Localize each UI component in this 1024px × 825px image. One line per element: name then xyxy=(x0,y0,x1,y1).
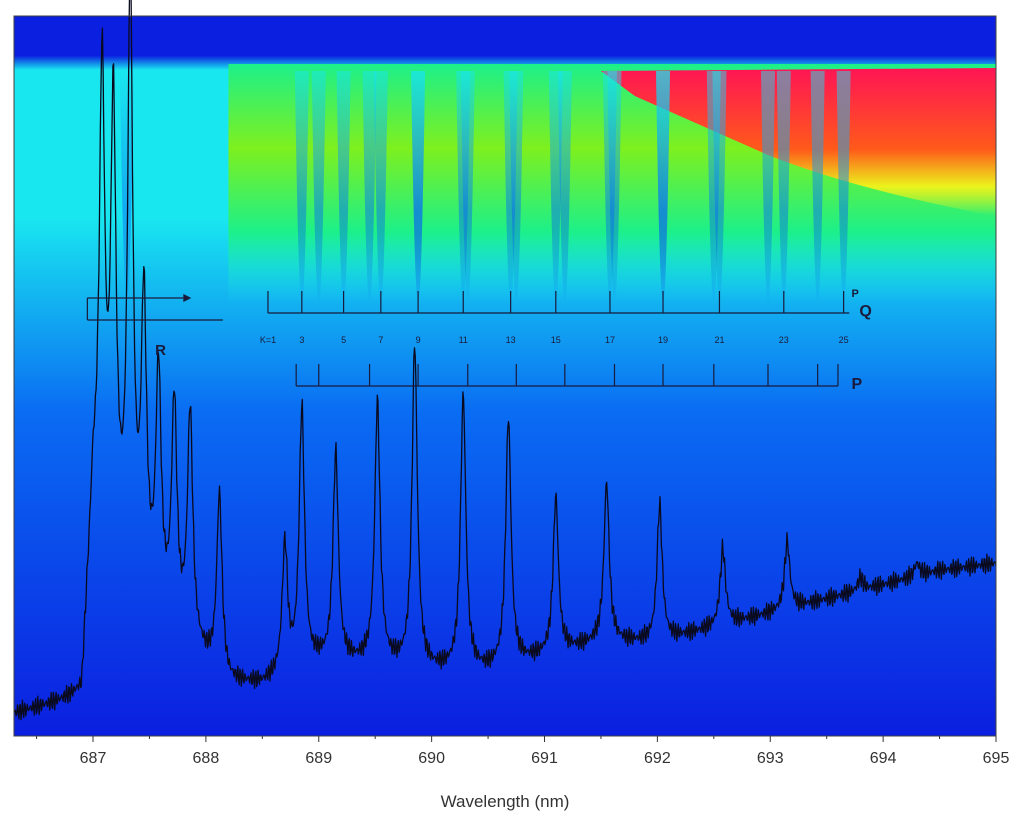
absorption-streak xyxy=(607,71,622,304)
absorption-streak xyxy=(836,71,851,304)
absorption-streak xyxy=(509,71,524,304)
spectrum-trace xyxy=(13,0,997,721)
absorption-streak xyxy=(373,71,388,304)
r-branch-label: R xyxy=(155,342,166,359)
absorption-streak xyxy=(119,71,134,304)
absorption-streak xyxy=(810,71,825,304)
p-branch-label: P xyxy=(852,376,863,393)
absorption-streak xyxy=(776,71,791,304)
x-axis: 687 688 689 690 691 692 693 694 695 xyxy=(36,736,1010,767)
pq-k-number: 3 xyxy=(299,335,304,345)
absorption-streak xyxy=(362,71,377,304)
x-tick-label: 691 xyxy=(531,750,558,767)
absorption-streak xyxy=(336,71,351,304)
pq-k-number: 7 xyxy=(378,335,383,345)
pq-k-number: 23 xyxy=(779,335,789,345)
pq-k-number: K=1 xyxy=(260,335,276,345)
heatmap-top-band xyxy=(14,16,996,56)
x-tick-label: 692 xyxy=(644,750,671,767)
r-branch-arrowhead xyxy=(183,294,192,302)
x-tick-label: 687 xyxy=(80,750,107,767)
x-tick-label: 689 xyxy=(305,750,332,767)
x-tick-label: 693 xyxy=(757,750,784,767)
plot-frame xyxy=(13,15,997,737)
pq-k-number: 15 xyxy=(551,335,561,345)
x-tick-label: 694 xyxy=(870,750,897,767)
pq-branch-superscript: P xyxy=(852,288,859,300)
absorption-streak xyxy=(411,71,426,304)
absorption-streak xyxy=(706,71,721,304)
pq-k-number: 11 xyxy=(459,335,468,345)
pq-branch-label: Q xyxy=(859,303,871,320)
absorption-streak xyxy=(656,71,671,304)
x-axis-label: Wavelength (nm) xyxy=(441,792,570,811)
absorption-streak xyxy=(557,71,572,304)
pq-k-number: 5 xyxy=(341,335,346,345)
absorption-streak xyxy=(311,71,326,304)
x-tick-label: 690 xyxy=(418,750,445,767)
x-tick-label: 695 xyxy=(983,750,1010,767)
heatmap-hot-region xyxy=(600,68,996,216)
pq-k-number: 13 xyxy=(506,335,516,345)
pq-k-number: 19 xyxy=(658,335,668,345)
pq-k-number: 17 xyxy=(605,335,615,345)
spectrum-line xyxy=(13,0,997,721)
pq-k-number: 21 xyxy=(714,335,724,345)
pq-k-number: 9 xyxy=(416,335,421,345)
pq-k-number: 25 xyxy=(839,335,849,345)
absorption-band-streaks xyxy=(119,71,851,304)
absorption-streak xyxy=(460,71,475,304)
absorption-streak xyxy=(294,71,309,304)
absorption-streak xyxy=(760,71,775,304)
x-tick-label: 688 xyxy=(193,750,220,767)
